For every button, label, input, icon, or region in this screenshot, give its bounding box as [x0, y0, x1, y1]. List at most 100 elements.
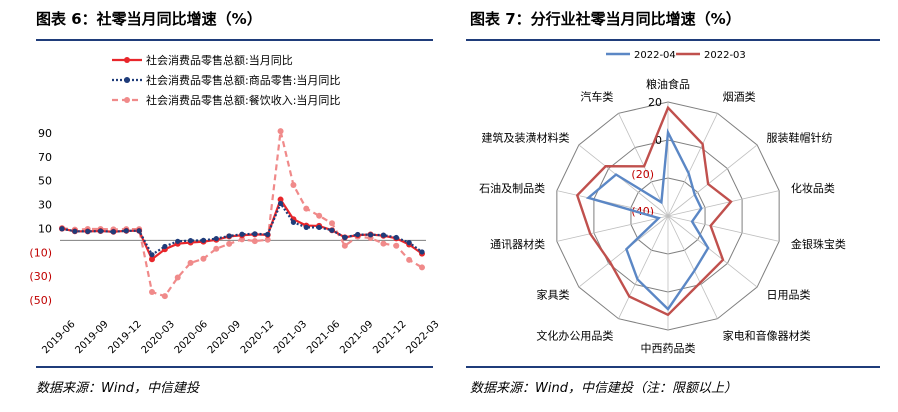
data-point-goods [419, 249, 425, 255]
data-point-catering [290, 182, 297, 189]
data-point-catering [161, 293, 168, 300]
data-point-goods [316, 224, 322, 230]
radar-spoke [618, 113, 669, 217]
data-point-catering [251, 238, 258, 245]
data-point-goods [303, 224, 309, 230]
data-point-goods [187, 237, 194, 244]
radar-spoke [618, 215, 669, 319]
data-point-catering [149, 289, 155, 296]
data-point-catering [380, 240, 387, 247]
radar-spoke [667, 113, 718, 217]
left-chart-title: 图表 6：社零当月同比增速（%） [36, 10, 262, 28]
data-point-catering [174, 274, 181, 281]
radar-ring-label: 0 [655, 134, 662, 147]
radar-category-label: 石油及制品类 [479, 181, 545, 195]
radar-spoke [667, 144, 758, 217]
legend-label: 社会消费品零售总额:当月同比 [146, 53, 293, 67]
y-tick-label: 90 [38, 127, 52, 140]
radar-category-label: 化妆品类 [791, 181, 835, 195]
data-point-goods [393, 234, 399, 241]
data-point-catering [187, 259, 194, 266]
radar-category-label: 家具类 [536, 288, 569, 302]
radar-spoke [667, 215, 780, 242]
data-point-catering [277, 128, 284, 135]
y-tick-label: 10 [38, 222, 52, 235]
radar-ring-label: 20 [648, 96, 662, 109]
radar-category-label: 汽车类 [580, 89, 613, 103]
data-point-goods [123, 228, 129, 234]
left-source-rule [36, 366, 433, 368]
legend-label: 社会消费品零售总额:商品零售:当月同比 [146, 73, 340, 87]
data-point-catering [419, 264, 425, 271]
data-point-goods [72, 228, 78, 234]
legend-swatch-marker [124, 57, 130, 63]
data-point-goods [175, 238, 181, 244]
data-point-catering [406, 256, 413, 263]
data-point-goods [265, 231, 271, 237]
y-tick-label: 30 [38, 199, 52, 212]
data-point-goods [329, 227, 335, 233]
data-point-goods [355, 231, 361, 238]
radar-category-label: 日用品类 [767, 288, 811, 302]
data-point-catering [239, 236, 245, 243]
radar-category-label: 通讯器材类 [490, 237, 545, 251]
y-tick-label: (10) [29, 246, 52, 259]
data-point-goods [59, 226, 65, 232]
legend-swatch-marker [124, 77, 130, 83]
data-point-goods [239, 231, 245, 237]
data-point-goods [110, 229, 117, 235]
data-point-goods [149, 252, 155, 258]
radar-category-label: 服装鞋帽针纺 [767, 130, 833, 144]
left-title-rule [36, 39, 433, 41]
data-point-goods [252, 231, 258, 237]
radar-category-label: 文化办公用品类 [536, 329, 613, 343]
data-point-goods [213, 235, 219, 242]
data-point-catering [316, 212, 323, 219]
data-point-goods [97, 228, 104, 234]
data-point-goods [136, 228, 142, 234]
radar-spoke [667, 190, 780, 217]
data-point-goods [342, 234, 348, 240]
data-point-goods [85, 228, 91, 235]
y-tick-label: (50) [29, 294, 52, 307]
data-point-goods [380, 232, 387, 238]
y-tick-label: 70 [38, 151, 52, 164]
right-chart-title: 图表 7：分行业社零当月同比增速（%） [470, 10, 741, 28]
data-point-goods [406, 240, 412, 246]
data-point-catering [226, 240, 233, 247]
legend-swatch-marker [124, 97, 130, 103]
data-point-goods [162, 243, 168, 250]
radar-ring-label: (20) [631, 168, 654, 181]
radar-category-label: 烟酒类 [723, 89, 756, 103]
legend-label: 2022-03 [704, 50, 746, 61]
radar-spoke [667, 215, 718, 319]
radar-category-label: 建筑及装潢材料类 [481, 130, 569, 144]
data-point-goods [290, 219, 297, 225]
radar-category-label: 中西药品类 [641, 341, 696, 355]
data-point-goods [200, 237, 207, 243]
radar-category-label: 金银珠宝类 [791, 237, 846, 251]
series-line-goods [61, 201, 423, 257]
data-point-catering [213, 245, 220, 252]
radar-spoke [578, 215, 669, 288]
data-point-catering [303, 205, 310, 212]
data-point-catering [329, 220, 335, 227]
right-title-rule [466, 39, 880, 41]
y-tick-label: 50 [38, 175, 52, 188]
data-point-catering [393, 242, 400, 249]
right-source-rule [466, 366, 880, 368]
data-point-total [277, 196, 284, 203]
data-point-catering [341, 242, 348, 249]
legend-label: 2022-04 [634, 50, 676, 61]
data-point-goods [277, 200, 284, 207]
radar-spoke [667, 215, 758, 288]
data-point-total [149, 256, 155, 263]
legend-label: 社会消费品零售总额:餐饮收入:当月同比 [146, 93, 340, 107]
data-point-goods [226, 233, 232, 239]
radar-series-2022-03 [575, 105, 733, 317]
data-point-catering [200, 255, 207, 262]
radar-spoke [556, 215, 669, 242]
radar-category-label: 家电和音像器材类 [723, 329, 811, 343]
